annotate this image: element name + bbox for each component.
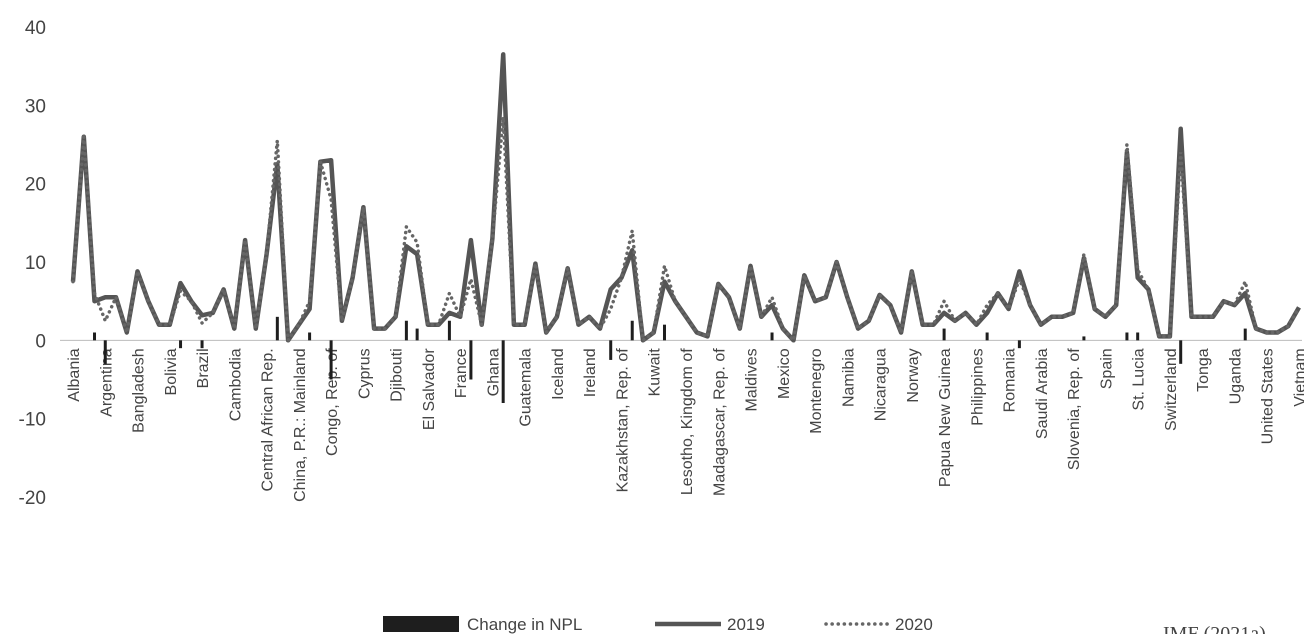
x-tick-label: Kazakhstan, Rep. of — [614, 348, 631, 493]
legend-swatch — [383, 616, 459, 632]
bar — [1017, 340, 1021, 349]
x-tick-label: Cambodia — [227, 348, 244, 421]
bar — [179, 340, 183, 349]
x-tick-label: Nicaragua — [873, 348, 890, 421]
bar — [415, 328, 419, 341]
x-tick-label: Kuwait — [647, 348, 664, 397]
legend-label: Change in NPL — [467, 615, 582, 634]
x-tick-label: Ghana — [485, 348, 502, 396]
y-tick-label: 20 — [25, 175, 46, 196]
x-tick-label: Cyprus — [356, 348, 373, 399]
bar — [308, 332, 312, 341]
x-tick-label: France — [453, 348, 470, 398]
x-tick-label: Central African Rep. — [260, 348, 277, 491]
x-tick-label: Argentina — [98, 348, 115, 417]
line — [70, 52, 1301, 343]
bar — [200, 340, 204, 349]
y-tick-label: 30 — [25, 96, 46, 117]
x-tick-label: Saudi Arabia — [1034, 348, 1051, 439]
bar — [93, 332, 97, 341]
x-tick-label: Madagascar, Rep. of — [711, 348, 728, 496]
bar — [630, 320, 634, 341]
bar — [469, 340, 473, 380]
bar — [501, 340, 505, 403]
x-tick-label: United States — [1260, 348, 1277, 444]
bar — [1125, 332, 1129, 341]
x-tick-label: Lesotho, Kingdom of — [679, 348, 696, 495]
x-tick-label: Uganda — [1227, 348, 1244, 404]
legend-label: 2019 — [727, 615, 765, 634]
x-tick-label: Congo, Rep. of — [324, 348, 341, 456]
x-tick-label: Montenegro — [808, 348, 825, 433]
x-tick-label: Brazil — [195, 348, 212, 388]
x-tick-label: Bangladesh — [131, 348, 148, 433]
x-tick-label: Tonga — [1195, 348, 1212, 392]
bar — [942, 328, 946, 341]
y-tick-label: -20 — [19, 488, 46, 509]
bar — [1082, 336, 1086, 341]
bar — [329, 340, 333, 380]
x-tick-label: Guatemala — [518, 348, 535, 426]
bar — [275, 316, 279, 341]
source: IMF (2021a) — [1163, 623, 1266, 634]
x-tick-label: Philippines — [969, 348, 986, 425]
bar — [985, 332, 989, 341]
x-tick-label: El Salvador — [421, 348, 438, 430]
y-tick-label: 10 — [25, 253, 46, 274]
bar — [1136, 332, 1140, 341]
bar — [609, 340, 613, 360]
x-tick-label: Slovenia, Rep. of — [1066, 348, 1083, 470]
x-tick-label: Ireland — [582, 348, 599, 397]
bar — [770, 332, 774, 341]
x-tick-label: Romania — [1002, 348, 1019, 412]
bar — [1243, 328, 1247, 341]
y-tick-label: -10 — [19, 410, 46, 431]
x-tick-label: Papua New Guinea — [937, 348, 954, 487]
y-tick-label: 0 — [35, 331, 46, 352]
bar — [447, 320, 451, 341]
y-tick-label: 40 — [25, 18, 46, 39]
x-tick-label: Bolivia — [163, 348, 180, 395]
x-tick-label: Vietnam — [1292, 348, 1304, 406]
x-tick-label: China, P.R.: Mainland — [292, 348, 309, 502]
dotted-line — [71, 116, 1301, 346]
bar — [404, 320, 408, 341]
x-tick-label: Mexico — [776, 348, 793, 399]
x-tick-label: Iceland — [550, 348, 567, 400]
x-tick-label: Namibia — [840, 348, 857, 407]
bar — [1179, 340, 1183, 364]
legend-label: 2020 — [895, 615, 933, 634]
x-tick-label: Djibouti — [389, 348, 406, 401]
x-tick-label: Norway — [905, 348, 922, 402]
x-tick-label: Switzerland — [1163, 348, 1180, 431]
x-tick-label: St. Lucia — [1131, 348, 1148, 410]
x-tick-label: Spain — [1098, 348, 1115, 389]
bar — [662, 324, 666, 341]
x-tick-label: Albania — [66, 348, 83, 401]
bar — [103, 340, 107, 364]
x-tick-label: Maldives — [744, 348, 761, 411]
